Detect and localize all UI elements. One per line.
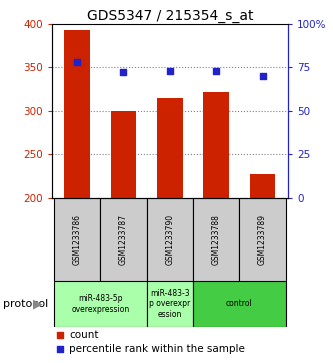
Text: percentile rank within the sample: percentile rank within the sample <box>69 344 245 354</box>
Bar <box>54 281 147 327</box>
Bar <box>193 281 286 327</box>
Text: ▶: ▶ <box>33 297 42 310</box>
Text: GSM1233787: GSM1233787 <box>119 214 128 265</box>
Bar <box>157 98 182 198</box>
Point <box>242 148 248 154</box>
Bar <box>239 198 286 281</box>
Point <box>260 73 265 79</box>
Text: control: control <box>226 299 253 308</box>
Point <box>167 68 172 74</box>
Bar <box>100 198 147 281</box>
Point <box>75 59 80 65</box>
Text: GSM1233786: GSM1233786 <box>73 214 82 265</box>
Bar <box>147 198 193 281</box>
Bar <box>203 91 229 198</box>
Bar <box>111 111 136 198</box>
Point <box>242 280 248 286</box>
Text: miR-483-3
p overexpr
ession: miR-483-3 p overexpr ession <box>149 289 190 319</box>
Bar <box>193 198 239 281</box>
Point <box>213 68 219 74</box>
Text: protocol: protocol <box>3 299 49 309</box>
Bar <box>54 198 100 281</box>
Text: GSM1233789: GSM1233789 <box>258 214 267 265</box>
Text: count: count <box>69 330 99 340</box>
Title: GDS5347 / 215354_s_at: GDS5347 / 215354_s_at <box>87 9 253 23</box>
Bar <box>250 174 275 198</box>
Point <box>121 70 126 76</box>
Text: miR-483-5p
overexpression: miR-483-5p overexpression <box>71 294 130 314</box>
Bar <box>147 281 193 327</box>
Bar <box>64 30 90 198</box>
Text: GSM1233790: GSM1233790 <box>165 214 174 265</box>
Text: GSM1233788: GSM1233788 <box>212 214 221 265</box>
